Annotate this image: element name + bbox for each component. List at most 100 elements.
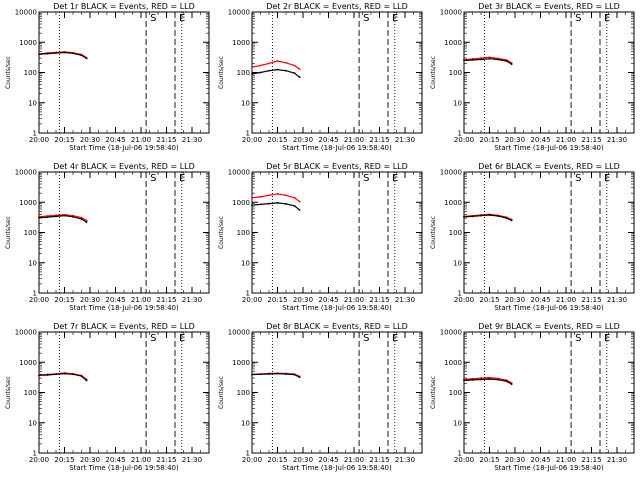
events-point: [72, 52, 74, 55]
start-marker-label: S: [575, 13, 581, 24]
events-point: [463, 379, 465, 382]
y-tick-label: 100: [24, 229, 37, 237]
events-point: [259, 203, 262, 206]
events-series-line: [38, 51, 87, 60]
events-point: [251, 373, 253, 376]
lld-point: [80, 216, 83, 219]
events-point: [471, 59, 474, 61]
panel-title: Det 1r BLACK = Events, RED = LLD: [53, 2, 195, 11]
events-point: [285, 203, 287, 205]
x-tick-label: 20:15: [54, 136, 74, 144]
lld-point: [276, 192, 279, 195]
events-point: [259, 71, 262, 74]
x-axis-label: Start Time (18-Jul-06 19:58:40): [69, 304, 179, 312]
x-tick-label: 20:15: [54, 456, 74, 464]
x-tick-label: 21:00: [344, 456, 364, 464]
x-tick-label: 21:15: [369, 296, 389, 304]
x-axis-label: Start Time (18-Jul-06 19:58:40): [282, 464, 392, 472]
events-point: [46, 374, 49, 376]
lld-point: [488, 56, 491, 59]
events-point: [298, 208, 301, 211]
x-tick-label: 21:00: [131, 296, 151, 304]
panel-det-8: Det 8r BLACK = Events, RED = LLD 1 10 100 10…: [218, 322, 423, 472]
events-point: [72, 373, 74, 376]
x-tick-label: 20:30: [80, 136, 100, 144]
x-tick-label: 21:15: [156, 136, 176, 144]
y-tick-label: 1: [458, 450, 462, 458]
panel-det-7: Det 7r BLACK = Events, RED = LLD 1 10 100 10…: [5, 322, 210, 472]
y-tick-label: 1000: [19, 359, 37, 367]
y-axis-label: Counts/sec: [5, 216, 12, 249]
panel-det-2: Det 2r BLACK = Events, RED = LLD 1 10 100 10…: [218, 2, 423, 152]
events-point: [251, 72, 253, 75]
start-marker-label: S: [363, 13, 369, 24]
y-tick-label: 1000: [444, 359, 462, 367]
lld-point: [298, 68, 301, 70]
y-axis-label: Counts/sec: [430, 56, 437, 89]
panel-title: Det 5r BLACK = Events, RED = LLD: [266, 162, 408, 171]
x-tick-label: 21:00: [131, 456, 151, 464]
x-tick-label: 21:15: [581, 456, 601, 464]
x-tick-label: 20:15: [479, 136, 499, 144]
x-tick-label: 20:00: [29, 456, 49, 464]
events-point: [38, 53, 40, 56]
events-point: [497, 58, 499, 61]
lld-point: [251, 196, 253, 199]
x-tick-label: 20:00: [242, 296, 262, 304]
panel-title: Det 7r BLACK = Events, RED = LLD: [53, 322, 195, 331]
x-tick-label: 21:15: [581, 296, 601, 304]
y-tick-label: 1: [246, 290, 250, 298]
y-axis-label: Counts/sec: [218, 216, 225, 249]
y-tick-label: 10000: [440, 9, 462, 17]
events-point: [285, 373, 287, 375]
y-tick-label: 1000: [232, 39, 250, 47]
lld-point: [268, 194, 270, 197]
y-tick-label: 10000: [15, 9, 37, 17]
end-marker-label: E: [392, 13, 398, 24]
events-point: [259, 373, 262, 376]
lld-series-line: [251, 193, 300, 203]
y-tick-label: 100: [449, 229, 462, 237]
lld-series-line: [251, 60, 300, 70]
events-point: [497, 378, 499, 381]
x-axis-label: Start Time (18-Jul-06 19:58:40): [494, 144, 604, 152]
y-axis-label: Counts/sec: [218, 376, 225, 409]
events-point: [488, 378, 491, 380]
x-tick-label: 20:30: [293, 456, 313, 464]
y-axis-label: Counts/sec: [218, 56, 225, 89]
x-tick-label: 21:00: [131, 136, 151, 144]
events-point: [298, 76, 301, 79]
events-point: [63, 214, 66, 217]
y-tick-label: 1000: [232, 199, 250, 207]
y-tick-label: 10000: [440, 169, 462, 177]
x-tick-label: 20:45: [530, 136, 550, 144]
end-marker-label: E: [179, 173, 185, 184]
events-point: [285, 69, 287, 72]
x-tick-label: 20:00: [242, 136, 262, 144]
events-point: [471, 379, 474, 381]
events-point: [80, 54, 83, 57]
panel-title: Det 4r BLACK = Events, RED = LLD: [53, 162, 195, 171]
events-point: [55, 52, 57, 54]
events-series-line: [251, 68, 300, 78]
panel-det-5: Det 5r BLACK = Events, RED = LLD 1 10 100 10…: [218, 162, 423, 312]
y-tick-label: 1000: [19, 39, 37, 47]
y-tick-label: 1000: [19, 199, 37, 207]
y-tick-label: 100: [24, 389, 37, 397]
panel-det-3: Det 3r BLACK = Events, RED = LLD 1 10 100 10…: [430, 2, 635, 152]
events-point: [293, 373, 296, 376]
events-point: [463, 215, 465, 218]
x-axis-label: Start Time (18-Jul-06 19:58:40): [494, 304, 604, 312]
events-point: [63, 51, 66, 54]
start-marker-label: S: [363, 173, 369, 184]
y-tick-label: 10000: [228, 169, 250, 177]
y-tick-label: 10: [28, 259, 37, 267]
events-point: [480, 58, 482, 61]
y-tick-label: 1000: [444, 199, 462, 207]
x-axis-label: Start Time (18-Jul-06 19:58:40): [69, 464, 179, 472]
y-tick-label: 1: [33, 130, 37, 138]
x-tick-label: 21:00: [556, 456, 576, 464]
end-marker-label: E: [604, 13, 610, 24]
y-axis-label: Counts/sec: [430, 376, 437, 409]
y-tick-label: 100: [449, 69, 462, 77]
